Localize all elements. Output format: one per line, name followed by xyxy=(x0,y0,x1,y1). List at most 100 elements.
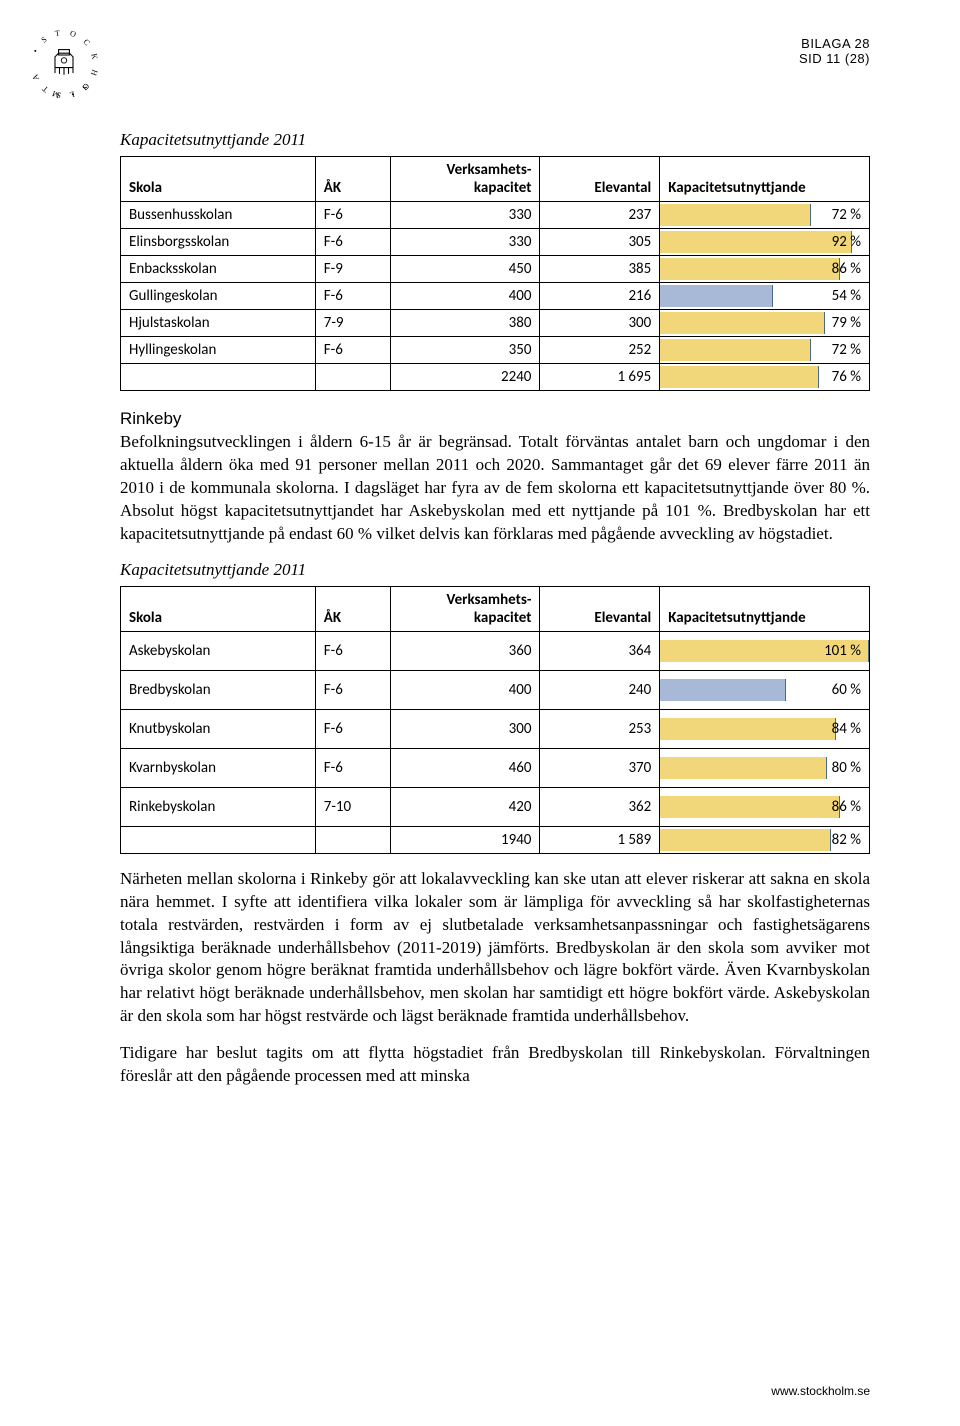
pct-value: 82 % xyxy=(832,831,861,849)
pct-value: 76 % xyxy=(832,368,861,386)
rinkeby-heading: Rinkeby xyxy=(120,409,870,429)
cell-school: Bussenhusskolan xyxy=(121,202,316,229)
table-row: KnutbyskolanF-630025384 % xyxy=(121,709,870,748)
cell-cap: 360 xyxy=(390,631,540,670)
cell-elev: 300 xyxy=(540,310,660,337)
table-row: EnbacksskolanF-9450385 86 % xyxy=(121,256,870,283)
cell-cap: 450 xyxy=(390,256,540,283)
cell-cap: 300 xyxy=(390,709,540,748)
cell-school xyxy=(121,826,316,853)
cell-cap: 330 xyxy=(390,202,540,229)
cell-elev: 240 xyxy=(540,670,660,709)
cell-cap: 400 xyxy=(390,283,540,310)
para3: Tidigare har beslut tagits om att flytta… xyxy=(120,1042,870,1088)
t1-h-util: Kapacitetsutnyttjande xyxy=(660,157,870,202)
pct-cell: 80 % xyxy=(660,748,870,787)
cell-cap: 330 xyxy=(390,229,540,256)
pct-value: 72 % xyxy=(832,206,861,224)
cell-ak: F-6 xyxy=(315,283,390,310)
t1-h-cap: Verksamhets-kapacitet xyxy=(390,157,540,202)
pct-cell: 92 % xyxy=(660,229,870,256)
pct-value: 86 % xyxy=(832,260,861,278)
cell-ak: F-6 xyxy=(315,670,390,709)
table-row: HyllingeskolanF-6350252 72 % xyxy=(121,337,870,364)
stockholm-logo: • S T O C K H O L M S • S T A D xyxy=(28,28,100,100)
t1-h-ak: ÅK xyxy=(315,157,390,202)
pct-cell: 86 % xyxy=(660,787,870,826)
cell-school: Enbacksskolan xyxy=(121,256,316,283)
table-row: AskebyskolanF-6360364 101 % xyxy=(121,631,870,670)
cell-school: Rinkebyskolan xyxy=(121,787,316,826)
table-row: GullingeskolanF-640021654 % xyxy=(121,283,870,310)
cell-ak: F-6 xyxy=(315,631,390,670)
t2-h-util: Kapacitetsutnyttjande xyxy=(660,586,870,631)
cell-school: Askebyskolan xyxy=(121,631,316,670)
cell-school xyxy=(121,364,316,391)
table-row: ElinsborgsskolanF-633030592 % xyxy=(121,229,870,256)
table-row: Rinkebyskolan7-1042036286 % xyxy=(121,787,870,826)
cell-school: Knutbyskolan xyxy=(121,709,316,748)
cell-cap: 1940 xyxy=(390,826,540,853)
pct-cell: 84 % xyxy=(660,709,870,748)
pct-value: 79 % xyxy=(832,314,861,332)
cell-elev: 237 xyxy=(540,202,660,229)
pct-cell: 60 % xyxy=(660,670,870,709)
pct-cell: 76 % xyxy=(660,364,870,391)
pct-cell: 72 % xyxy=(660,202,870,229)
cell-ak xyxy=(315,364,390,391)
cell-cap: 380 xyxy=(390,310,540,337)
t2-h-school: Skola xyxy=(121,586,316,631)
pct-cell: 79 % xyxy=(660,310,870,337)
pct-value: 72 % xyxy=(832,341,861,359)
cell-ak: 7-10 xyxy=(315,787,390,826)
cell-elev: 1 695 xyxy=(540,364,660,391)
pct-value: 92 % xyxy=(832,233,861,251)
cell-ak: F-6 xyxy=(315,202,390,229)
cell-elev: 364 xyxy=(540,631,660,670)
cell-school: Kvarnbyskolan xyxy=(121,748,316,787)
pct-value: 84 % xyxy=(832,720,861,738)
footer-url: www.stockholm.se xyxy=(771,1384,870,1398)
cell-school: Hyllingeskolan xyxy=(121,337,316,364)
cell-cap: 420 xyxy=(390,787,540,826)
pct-cell: 82 % xyxy=(660,826,870,853)
cell-ak: F-6 xyxy=(315,337,390,364)
pct-value: 86 % xyxy=(832,798,861,816)
pct-cell: 54 % xyxy=(660,283,870,310)
cell-ak: F-6 xyxy=(315,229,390,256)
pct-cell: 86 % xyxy=(660,256,870,283)
t1-h-elev: Elevantal xyxy=(540,157,660,202)
pct-value: 60 % xyxy=(832,681,861,699)
document-page: • S T O C K H O L M S • S T A D BILAGA 2… xyxy=(0,0,960,1426)
cell-ak: F-9 xyxy=(315,256,390,283)
cell-elev: 1 589 xyxy=(540,826,660,853)
cell-school: Gullingeskolan xyxy=(121,283,316,310)
sid-label: SID 11 (28) xyxy=(799,51,870,66)
pct-value: 80 % xyxy=(832,759,861,777)
cell-cap: 350 xyxy=(390,337,540,364)
cell-cap: 460 xyxy=(390,748,540,787)
cell-cap: 2240 xyxy=(390,364,540,391)
section1-title: Kapacitetsutnyttjande 2011 xyxy=(120,130,870,150)
cell-school: Hjulstaskolan xyxy=(121,310,316,337)
cell-elev: 216 xyxy=(540,283,660,310)
t2-h-ak: ÅK xyxy=(315,586,390,631)
table-total-row: 22401 695 76 % xyxy=(121,364,870,391)
table-row: BussenhusskolanF-6330237 72 % xyxy=(121,202,870,229)
t1-body: BussenhusskolanF-633023772 %Elinsborgssk… xyxy=(121,202,870,391)
pct-cell: 101 % xyxy=(660,631,870,670)
para2: Närheten mellan skolorna i Rinkeby gör a… xyxy=(120,868,870,1029)
cell-cap: 400 xyxy=(390,670,540,709)
cell-elev: 252 xyxy=(540,337,660,364)
cap-table-1: Skola ÅK Verksamhets-kapacitet Elevantal… xyxy=(120,156,870,391)
section2-title: Kapacitetsutnyttjande 2011 xyxy=(120,560,870,580)
pct-value: 101 % xyxy=(824,642,861,660)
t2-body: AskebyskolanF-6360364101 %BredbyskolanF-… xyxy=(121,631,870,853)
table-total-row: 19401 589 82 % xyxy=(121,826,870,853)
cell-ak: F-6 xyxy=(315,709,390,748)
cell-elev: 385 xyxy=(540,256,660,283)
t2-h-cap: Verksamhets-kapacitet xyxy=(390,586,540,631)
rinkeby-para: Befolkningsutvecklingen i åldern 6-15 år… xyxy=(120,431,870,546)
table-row: Hjulstaskolan7-938030079 % xyxy=(121,310,870,337)
table-row: BredbyskolanF-640024060 % xyxy=(121,670,870,709)
